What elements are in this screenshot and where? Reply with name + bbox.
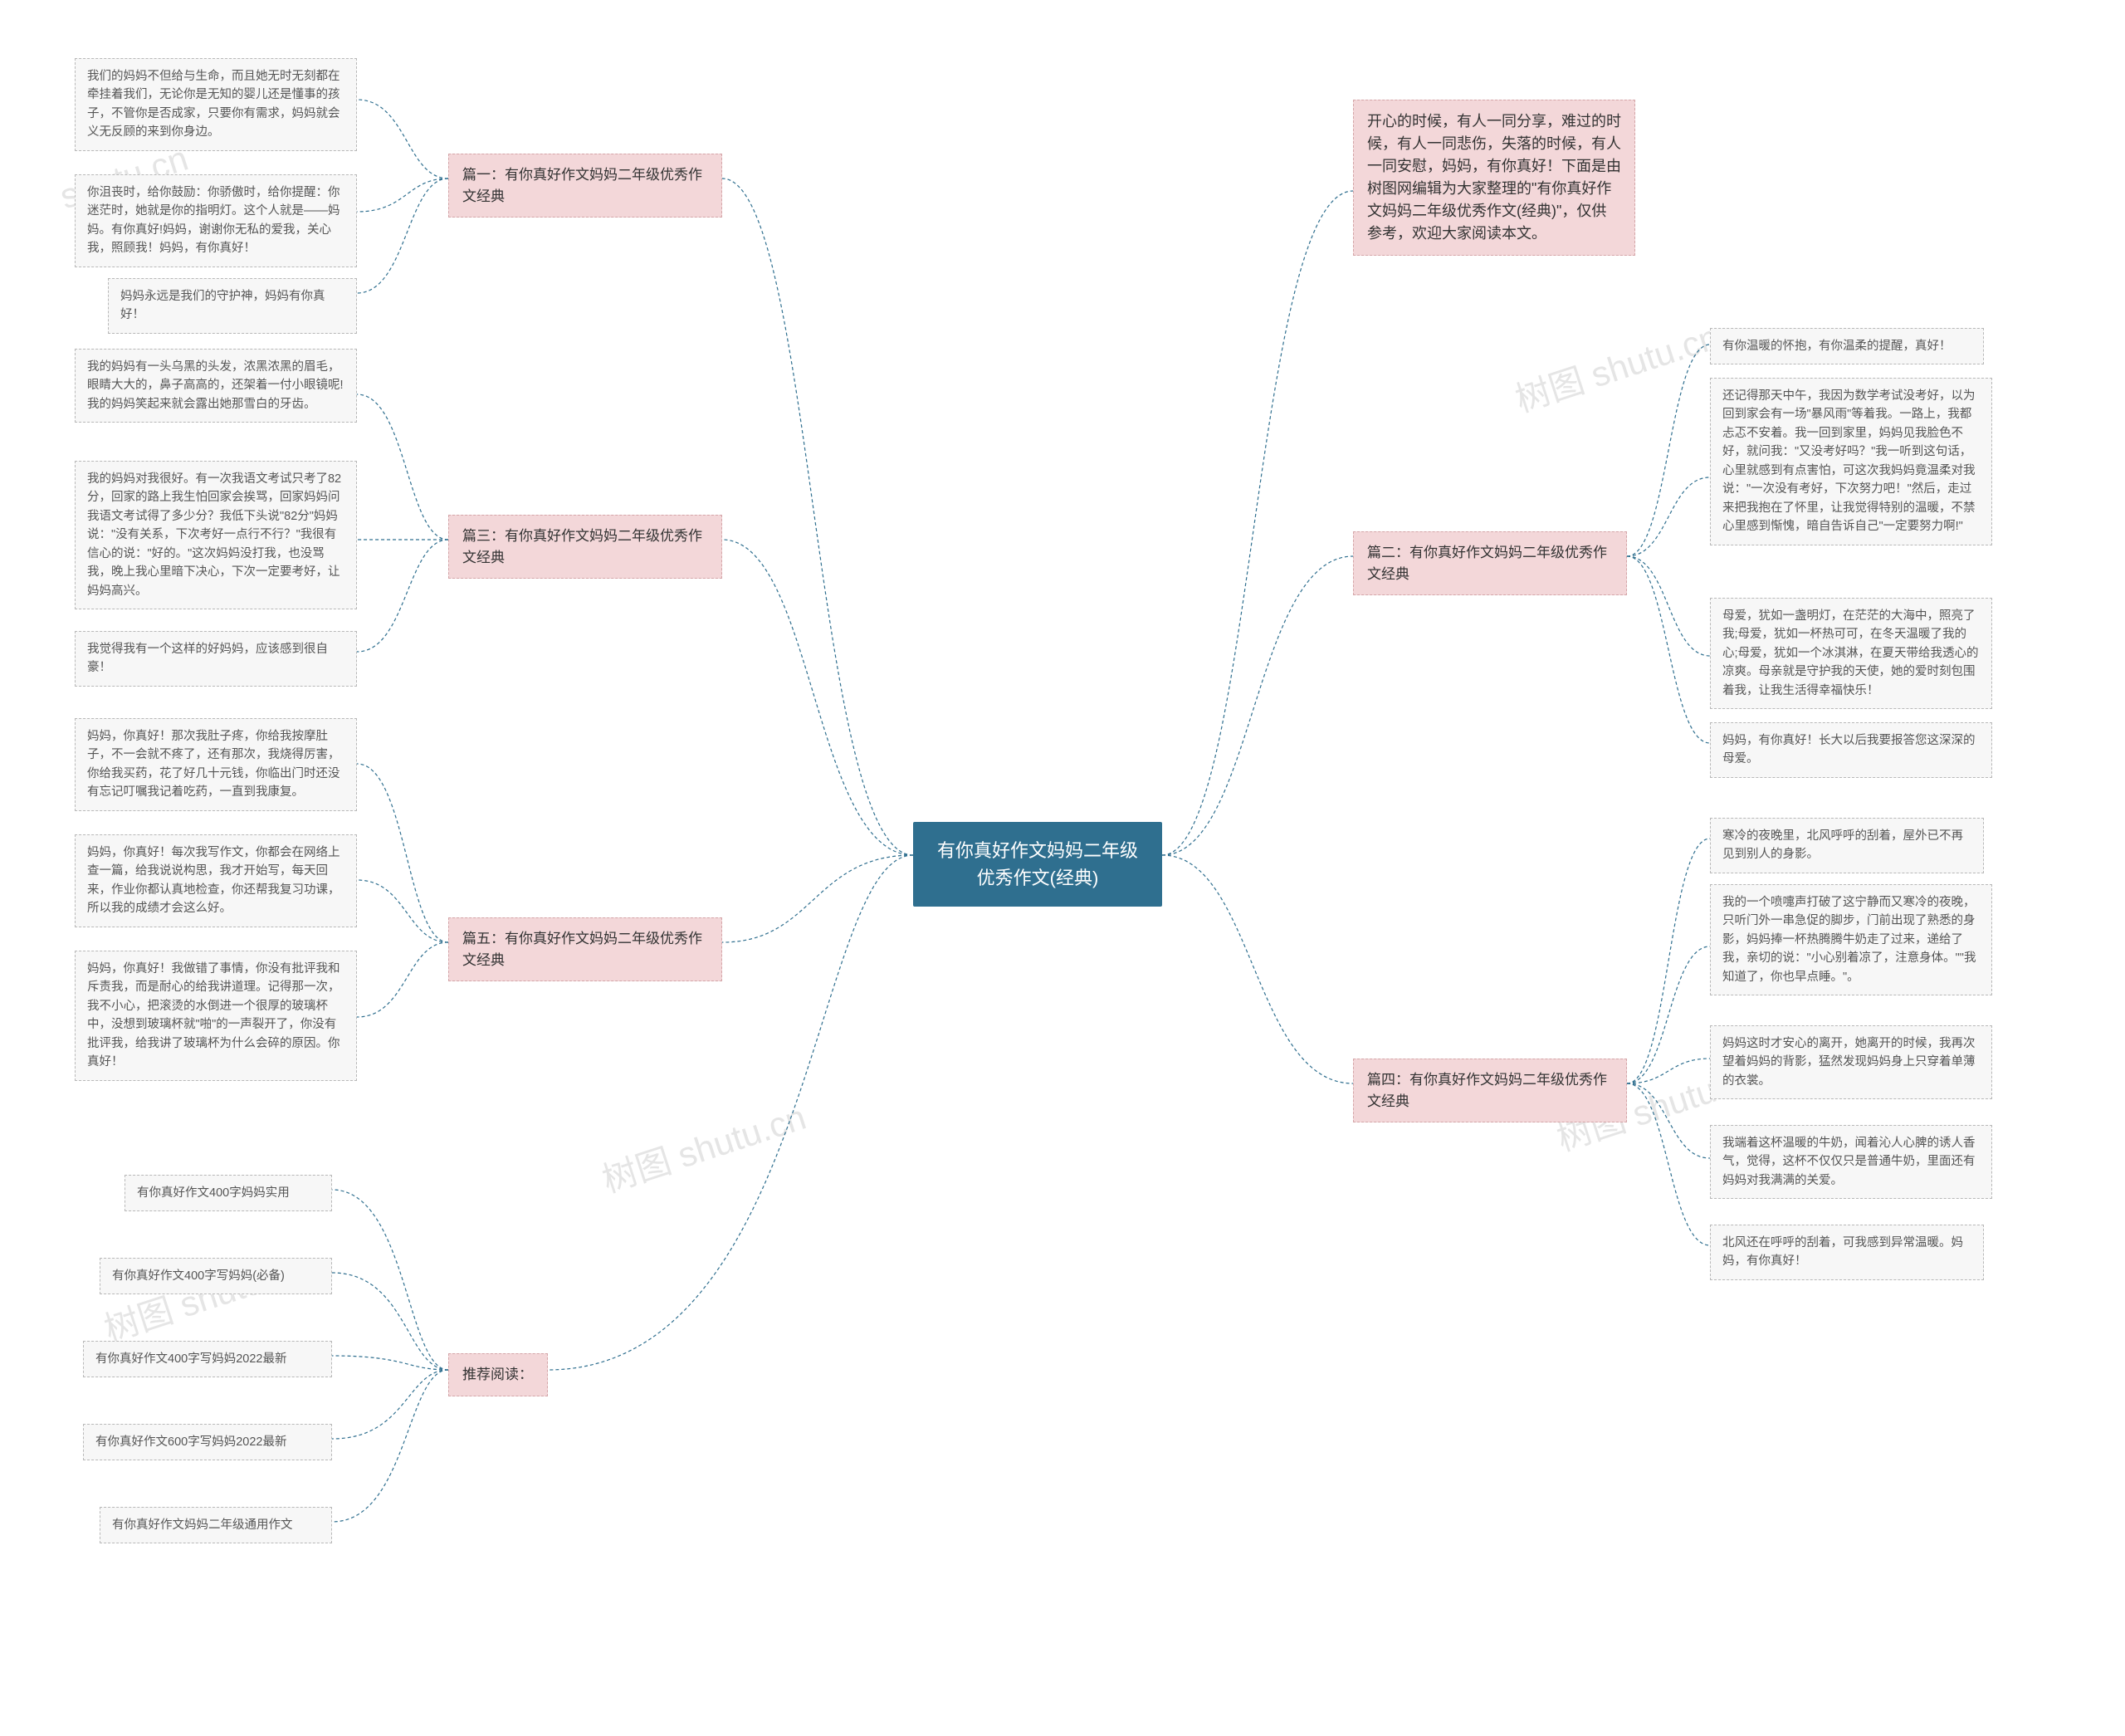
leaf-text: 有你真好作文400字妈妈实用 <box>137 1186 290 1200</box>
leaf-node: 母爱，犹如一盏明灯，在茫茫的大海中，照亮了我;母爱，犹如一杯热可可，在冬天温暖了… <box>1710 598 1992 709</box>
leaf-text: 妈妈永远是我们的守护神，妈妈有你真好！ <box>120 290 325 321</box>
branch-p1: 篇一：有你真好作文妈妈二年级优秀作文经典 <box>448 154 722 218</box>
leaf-node: 我觉得我有一个这样的好妈妈，应该感到很自豪！ <box>75 631 357 687</box>
branch-recommended: 推荐阅读： <box>448 1353 548 1396</box>
leaf-node: 有你真好作文400字妈妈实用 <box>125 1175 332 1211</box>
branch-label: 篇二：有你真好作文妈妈二年级优秀作文经典 <box>1367 545 1607 582</box>
branch-label: 篇五：有你真好作文妈妈二年级优秀作文经典 <box>462 931 702 968</box>
leaf-node: 北风还在呼呼的刮着，可我感到异常温暖。妈妈，有你真好！ <box>1710 1225 1984 1280</box>
leaf-node: 妈妈永远是我们的守护神，妈妈有你真好！ <box>108 278 357 334</box>
leaf-text: 妈妈，有你真好！长大以后我要报答您这深深的母爱。 <box>1722 734 1976 765</box>
leaf-node: 你沮丧时，给你鼓励：你骄傲时，给你提醒：你迷茫时，她就是你的指明灯。这个人就是—… <box>75 174 357 267</box>
leaf-text: 母爱，犹如一盏明灯，在茫茫的大海中，照亮了我;母爱，犹如一杯热可可，在冬天温暖了… <box>1722 609 1979 697</box>
leaf-node: 妈妈这时才安心的离开，她离开的时候，我再次望着妈妈的背影，猛然发现妈妈身上只穿着… <box>1710 1025 1992 1099</box>
leaf-node: 我的一个喷嚏声打破了这宁静而又寒冷的夜晚，只听门外一串急促的脚步，门前出现了熟悉… <box>1710 884 1992 995</box>
leaf-text: 我的妈妈对我很好。有一次我语文考试只考了82分，回家的路上我生怕回家会挨骂，回家… <box>87 472 341 598</box>
leaf-node: 妈妈，有你真好！长大以后我要报答您这深深的母爱。 <box>1710 722 1992 778</box>
leaf-node: 还记得那天中午，我因为数学考试没考好，以为回到家会有一场"暴风雨"等着我。一路上… <box>1710 378 1992 545</box>
leaf-text: 有你真好作文600字写妈妈2022最新 <box>95 1435 286 1449</box>
leaf-text: 我端着这杯温暖的牛奶，闻着沁人心脾的诱人香气，觉得，这杯不仅仅只是普通牛奶，里面… <box>1722 1137 1976 1187</box>
leaf-node: 有你温暖的怀抱，有你温柔的提醒，真好！ <box>1710 328 1984 364</box>
leaf-node: 寒冷的夜晚里，北风呼呼的刮着，屋外已不再见到别人的身影。 <box>1710 818 1984 873</box>
leaf-node: 有你真好作文妈妈二年级通用作文 <box>100 1507 332 1543</box>
watermark: 树图 shutu.cn <box>1508 309 1725 423</box>
leaf-node: 妈妈，你真好！那次我肚子疼，你给我按摩肚子，不一会就不疼了，还有那次，我烧得厉害… <box>75 718 357 811</box>
leaf-text: 妈妈这时才安心的离开，她离开的时候，我再次望着妈妈的背影，猛然发现妈妈身上只穿着… <box>1722 1037 1976 1088</box>
leaf-text: 妈妈，你真好！我做错了事情，你没有批评我和斥责我，而是耐心的给我讲道理。记得那一… <box>87 962 340 1068</box>
leaf-text: 我的妈妈有一头乌黑的头发，浓黑浓黑的眉毛，眼睛大大的，鼻子高高的，还架着一付小眼… <box>87 360 344 411</box>
leaf-node: 有你真好作文400字写妈妈2022最新 <box>83 1341 332 1377</box>
watermark: 树图 shutu.cn <box>595 1089 812 1203</box>
leaf-text: 寒冷的夜晚里，北风呼呼的刮着，屋外已不再见到别人的身影。 <box>1722 829 1963 861</box>
leaf-text: 还记得那天中午，我因为数学考试没考好，以为回到家会有一场"暴风雨"等着我。一路上… <box>1722 389 1976 533</box>
root-label: 有你真好作文妈妈二年级优秀作文(经典) <box>937 840 1138 888</box>
leaf-text: 我觉得我有一个这样的好妈妈，应该感到很自豪！ <box>87 643 328 674</box>
leaf-node: 妈妈，你真好！我做错了事情，你没有批评我和斥责我，而是耐心的给我讲道理。记得那一… <box>75 951 357 1081</box>
leaf-text: 我的一个喷嚏声打破了这宁静而又寒冷的夜晚，只听门外一串急促的脚步，门前出现了熟悉… <box>1722 896 1976 984</box>
leaf-text: 有你真好作文400字写妈妈(必备) <box>112 1269 285 1283</box>
leaf-text: 北风还在呼呼的刮着，可我感到异常温暖。妈妈，有你真好！ <box>1722 1236 1963 1268</box>
leaf-text: 妈妈，你真好！每次我写作文，你都会在网络上查一篇，给我说说构思，我才开始写，每天… <box>87 846 340 915</box>
leaf-node: 我的妈妈对我很好。有一次我语文考试只考了82分，回家的路上我生怕回家会挨骂，回家… <box>75 461 357 609</box>
branch-p3: 篇三：有你真好作文妈妈二年级优秀作文经典 <box>448 515 722 579</box>
leaf-node: 我端着这杯温暖的牛奶，闻着沁人心脾的诱人香气，觉得，这杯不仅仅只是普通牛奶，里面… <box>1710 1125 1992 1199</box>
leaf-text: 我们的妈妈不但给与生命，而且她无时无刻都在牵挂着我们，无论你是无知的婴儿还是懂事… <box>87 70 340 139</box>
branch-label: 开心的时候，有人一同分享，难过的时候，有人一同悲伤，失落的时候，有人一同安慰，妈… <box>1367 113 1621 242</box>
leaf-node: 有你真好作文600字写妈妈2022最新 <box>83 1424 332 1460</box>
root-node: 有你真好作文妈妈二年级优秀作文(经典) <box>913 822 1162 907</box>
leaf-text: 妈妈，你真好！那次我肚子疼，你给我按摩肚子，不一会就不疼了，还有那次，我烧得厉害… <box>87 730 340 799</box>
leaf-node: 妈妈，你真好！每次我写作文，你都会在网络上查一篇，给我说说构思，我才开始写，每天… <box>75 834 357 927</box>
branch-label: 篇三：有你真好作文妈妈二年级优秀作文经典 <box>462 528 702 565</box>
branch-p2: 篇二：有你真好作文妈妈二年级优秀作文经典 <box>1353 531 1627 595</box>
leaf-node: 我的妈妈有一头乌黑的头发，浓黑浓黑的眉毛，眼睛大大的，鼻子高高的，还架着一付小眼… <box>75 349 357 423</box>
leaf-node: 我们的妈妈不但给与生命，而且她无时无刻都在牵挂着我们，无论你是无知的婴儿还是懂事… <box>75 58 357 151</box>
branch-label: 篇一：有你真好作文妈妈二年级优秀作文经典 <box>462 167 702 204</box>
leaf-text: 你沮丧时，给你鼓励：你骄傲时，给你提醒：你迷茫时，她就是你的指明灯。这个人就是—… <box>87 186 340 255</box>
leaf-text: 有你温暖的怀抱，有你温柔的提醒，真好！ <box>1722 340 1952 353</box>
branch-intro: 开心的时候，有人一同分享，难过的时候，有人一同悲伤，失落的时候，有人一同安慰，妈… <box>1353 100 1635 256</box>
leaf-node: 有你真好作文400字写妈妈(必备) <box>100 1258 332 1294</box>
branch-label: 推荐阅读： <box>462 1367 533 1382</box>
watermark: 树图 shutu.cn <box>97 1239 314 1352</box>
branch-p4: 篇四：有你真好作文妈妈二年级优秀作文经典 <box>1353 1059 1627 1122</box>
branch-p5: 篇五：有你真好作文妈妈二年级优秀作文经典 <box>448 917 722 981</box>
branch-label: 篇四：有你真好作文妈妈二年级优秀作文经典 <box>1367 1072 1607 1109</box>
leaf-text: 有你真好作文妈妈二年级通用作文 <box>112 1518 293 1532</box>
leaf-text: 有你真好作文400字写妈妈2022最新 <box>95 1352 286 1366</box>
